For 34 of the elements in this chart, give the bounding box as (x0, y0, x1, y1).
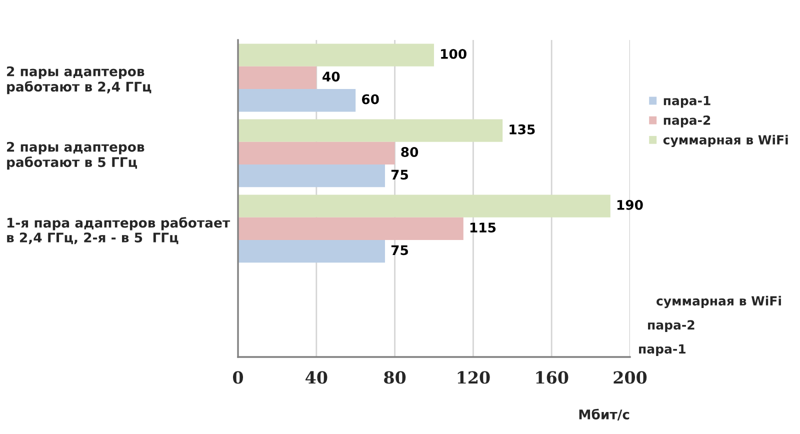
x-axis-title: Мбит/с (579, 408, 630, 420)
bar (238, 89, 356, 112)
legend-label: пара-1 (664, 96, 710, 108)
x-tick-label: 120 (458, 371, 490, 384)
x-tick-label: 40 (305, 371, 328, 384)
y-tick-label: 2 пары адаптеров работают в 2,4 ГГц (7, 66, 152, 94)
y-tick-label: 2 пары адаптеров работают в 5 ГГц (7, 142, 144, 170)
bar (238, 240, 385, 263)
x-tick-label: 80 (384, 371, 406, 384)
bar (238, 66, 316, 90)
legend-label: суммарная в WiFi (663, 134, 788, 148)
x-tick-label: 0 (232, 371, 244, 384)
legend-label: пара-2 (664, 115, 710, 128)
text: пара-2 (648, 320, 694, 332)
bar (238, 44, 434, 66)
text: пара-1 (639, 344, 686, 356)
data-label: 60 (362, 94, 379, 104)
x-tick-label: 160 (536, 371, 568, 384)
bar (238, 217, 464, 240)
y-tick-label: 1-я пара адаптеров работает в 2,4 ГГц, 2-я - в 5 ГГц (7, 217, 230, 244)
data-label: 75 (391, 170, 408, 180)
bar (238, 119, 503, 142)
data-label: 135 (510, 124, 535, 134)
bar (238, 142, 395, 165)
x-tick-label: 200 (614, 371, 647, 384)
bar (238, 194, 610, 218)
bar (238, 164, 385, 188)
data-label: 80 (401, 147, 418, 158)
data-label: 115 (470, 222, 496, 233)
data-label: 75 (391, 245, 408, 256)
data-label: 190 (617, 200, 643, 210)
text: суммарная в WiFi (656, 296, 781, 308)
data-label: 40 (322, 72, 340, 82)
data-label: 100 (441, 48, 466, 59)
